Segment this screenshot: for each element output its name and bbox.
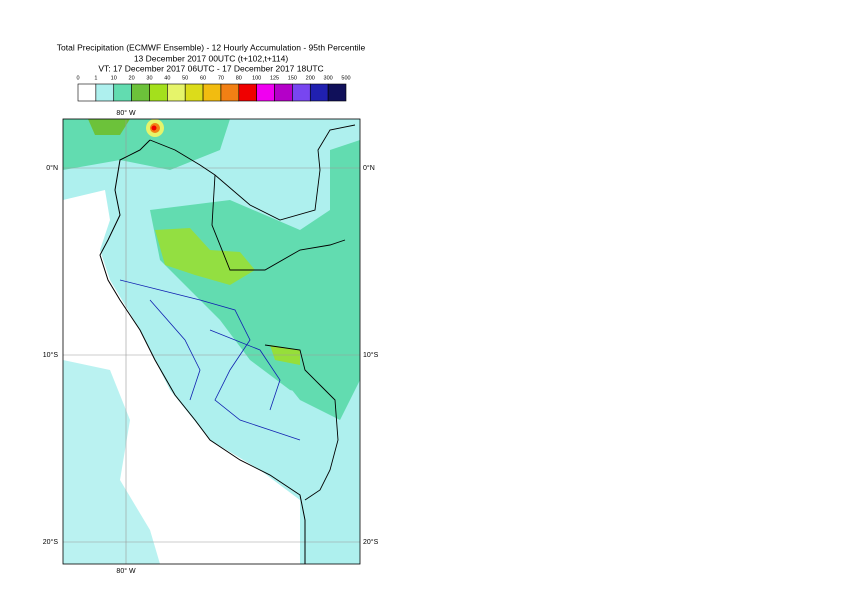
colorbar-label: 125: [270, 75, 279, 81]
colorbar-label: 0: [76, 75, 79, 81]
latitude-label: 10°S: [43, 351, 59, 359]
latitude-label: 20°S: [363, 538, 379, 546]
map: [62, 118, 361, 565]
precip-peak: [151, 125, 157, 131]
coastline: [99, 139, 306, 564]
latitude-label: 10°S: [363, 351, 379, 359]
colorbar-swatch: [113, 83, 132, 102]
colorbar-label: 30: [146, 75, 152, 81]
colorbar-label: 20: [129, 75, 135, 81]
precip-moderate: [250, 300, 360, 420]
colorbar-swatch: [202, 83, 222, 102]
colorbar-swatch: [256, 83, 275, 102]
colorbar-label: 1: [94, 75, 97, 81]
colorbar-swatch: [184, 83, 204, 102]
precip-light: [63, 360, 160, 564]
precip-heavy: [155, 228, 255, 285]
colorbar-swatch: [238, 83, 257, 102]
colorbar-label: 200: [306, 75, 315, 81]
title-line: 13 December 2017 00UTC (t+102,t+114): [134, 53, 289, 63]
border: [149, 124, 356, 221]
colorbar-swatch: [274, 83, 293, 102]
precip-heavy: [88, 119, 130, 135]
colorbar-swatch: [149, 83, 168, 102]
colorbar-label: 500: [341, 75, 350, 81]
latitude-label: 20°S: [43, 538, 59, 546]
map-frame: [62, 118, 361, 565]
colorbar-label: 300: [324, 75, 333, 81]
colorbar-label: 50: [182, 75, 188, 81]
colorbar-label: 70: [218, 75, 224, 81]
colorbar-label: 60: [200, 75, 206, 81]
colorbar-label: 80: [236, 75, 242, 81]
colorbar-swatch: [327, 83, 347, 102]
colorbar-swatch: [131, 83, 150, 102]
region-boundary: [119, 279, 301, 441]
longitude-label: 80° W: [116, 567, 136, 575]
colorbar-swatch: [77, 83, 97, 102]
colorbar-swatch: [309, 83, 329, 102]
latitude-label: 0°N: [46, 164, 58, 172]
title-line: Total Precipitation (ECMWF Ensemble) - 1…: [57, 42, 366, 52]
border: [264, 344, 339, 501]
colorbar-label: 150: [288, 75, 297, 81]
border: [211, 174, 346, 271]
longitude-label: 80° W: [116, 109, 136, 117]
colorbar-label: 10: [111, 75, 117, 81]
latitude-label: 0°N: [363, 164, 375, 172]
colorbar-label: 100: [252, 75, 261, 81]
colorbar-swatch: [292, 83, 311, 102]
colorbar: 0 1 10 20 30 40 50 60 70 80 100 125 150 200 300 500: [76, 75, 351, 102]
title-line: VT: 17 December 2017 06UTC - 17 December…: [98, 63, 323, 73]
colorbar-label: 40: [164, 75, 170, 81]
colorbar-swatch: [167, 83, 186, 102]
colorbar-swatch: [220, 83, 240, 102]
colorbar-swatch: [95, 83, 115, 102]
